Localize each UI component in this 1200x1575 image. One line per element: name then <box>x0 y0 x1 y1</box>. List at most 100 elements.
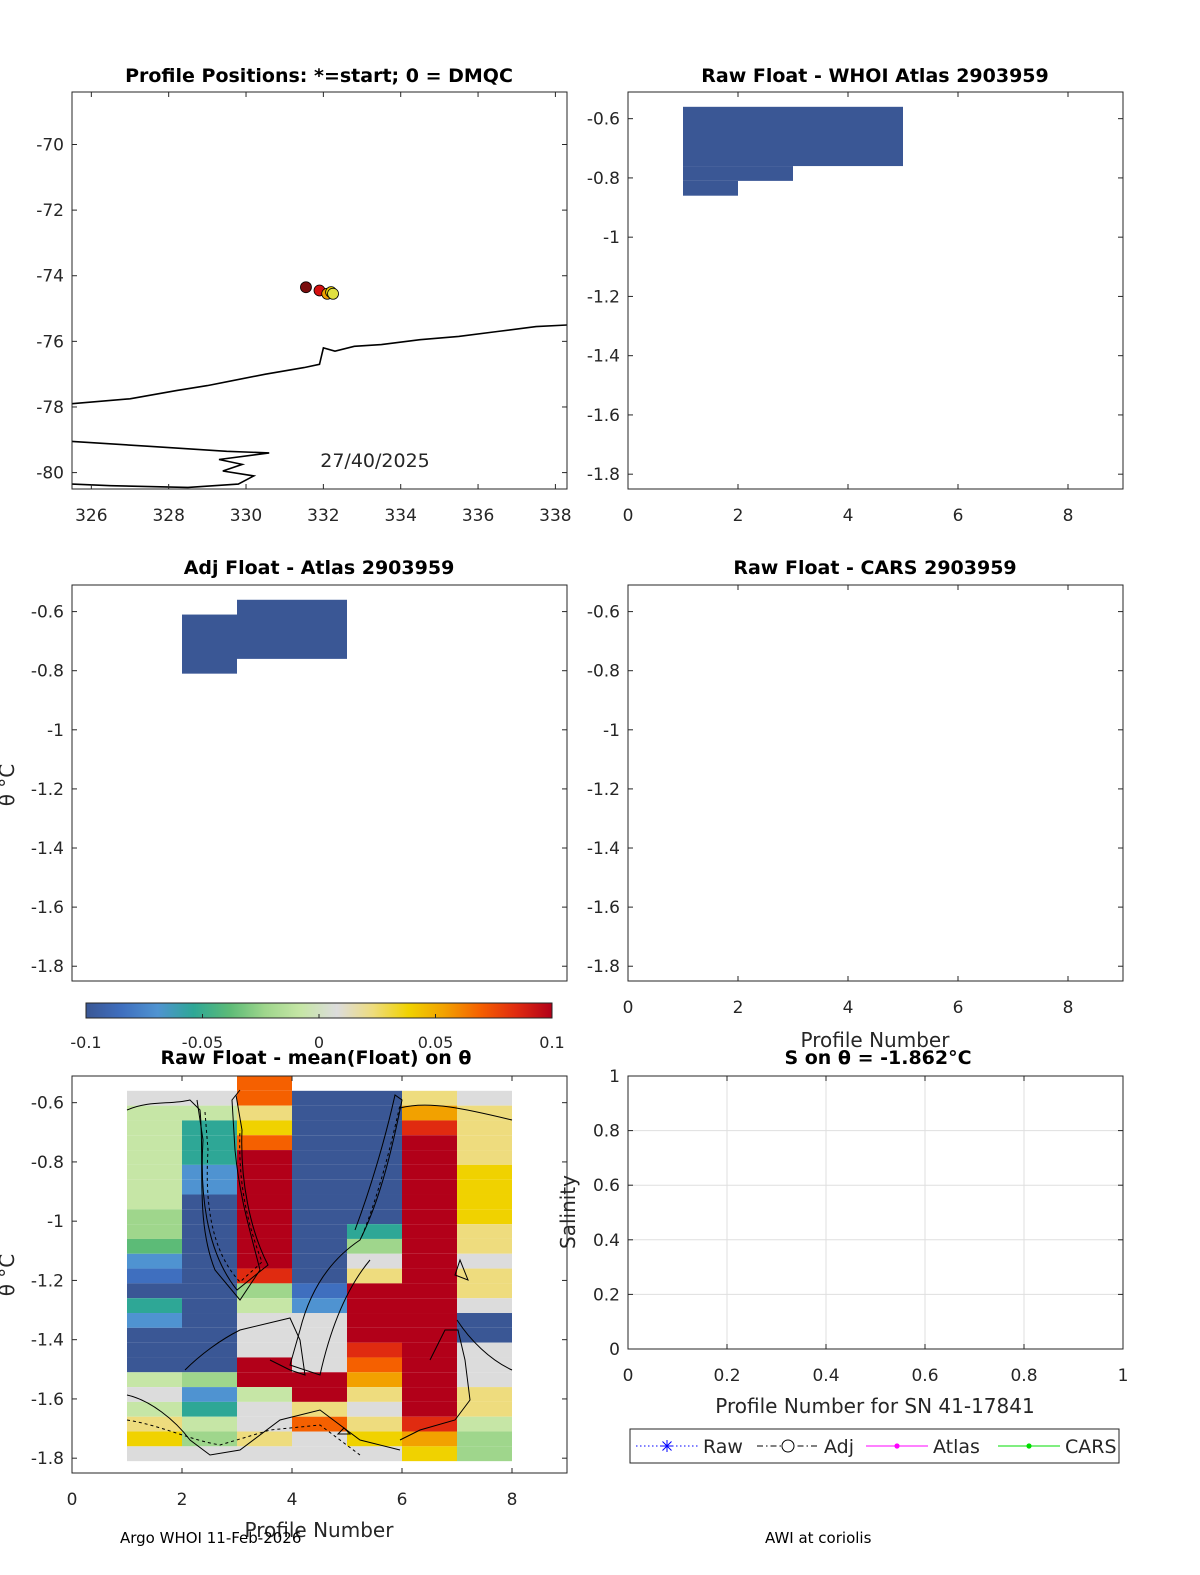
salinity-ylabel: Salinity <box>556 1175 580 1249</box>
positions-xtick-label: 326 <box>75 506 107 526</box>
anomaly-cell <box>292 1268 347 1284</box>
anomaly-cell <box>402 1179 457 1195</box>
anomaly-cell <box>237 1224 292 1239</box>
anomaly-panel: Raw Float - mean(Float) on θ 0 2 4 6 8 -0.6 <box>0 1047 568 1542</box>
positions-xtick-label: 330 <box>230 506 262 526</box>
anomaly-cell <box>237 1372 292 1388</box>
anomaly-cell <box>182 1253 237 1269</box>
colorbar-tick-label: -0.1 <box>70 1033 101 1052</box>
adj-atlas-cells <box>182 599 347 674</box>
anomaly-cell <box>182 1090 237 1106</box>
anomaly-cell <box>182 1105 237 1121</box>
anomaly-cell <box>182 1401 237 1417</box>
raw-whoi-axes-frame <box>627 91 1124 490</box>
anomaly-cell <box>402 1209 457 1225</box>
salinity-ytick-label: 0.6 <box>593 1176 620 1196</box>
anomaly-cell <box>347 1298 402 1314</box>
salinity-axes-frame <box>627 1075 1124 1350</box>
anomaly-cell <box>347 1253 402 1269</box>
legend-marker-dot <box>1026 1443 1032 1449</box>
anomaly-cell <box>127 1164 182 1180</box>
anomaly-cell <box>347 1313 402 1328</box>
anomaly-cell <box>237 1298 292 1314</box>
anomaly-cell <box>402 1238 457 1254</box>
raw-whoi-ytick-label: -1.2 <box>587 287 620 307</box>
anomaly-cell <box>237 1179 292 1195</box>
positions-xtick-label: 334 <box>384 506 416 526</box>
coastline <box>72 324 567 489</box>
anomaly-cell <box>292 1135 347 1151</box>
positions-ticks: 326 328 330 332 334 336 338 -70 -72 -74 -76 -78 -80 <box>36 92 572 526</box>
anomaly-cell <box>127 1179 182 1195</box>
profile-marker <box>327 287 339 300</box>
anomaly-cell <box>347 1327 402 1343</box>
raw-cars-xtick-label: 6 <box>953 998 964 1018</box>
anomaly-cell <box>182 1387 237 1402</box>
colorbar: -0.1 -0.05 0 0.05 0.1 <box>70 1002 565 1052</box>
anomaly-cell <box>237 1342 292 1358</box>
anomaly-cell <box>237 1253 292 1269</box>
anomaly-ytick-label: -1.6 <box>31 1390 64 1410</box>
anomaly-cell <box>347 1446 402 1462</box>
adj-atlas-ylabel: θ °C <box>0 764 19 807</box>
anomaly-xtick-label: 0 <box>67 1490 78 1510</box>
anomaly-cell <box>457 1446 512 1462</box>
anomaly-ytick-label: -0.8 <box>31 1153 64 1173</box>
anomaly-cell <box>402 1298 457 1314</box>
anomaly-cell <box>457 1357 512 1373</box>
anomaly-cell <box>292 1372 347 1388</box>
anomaly-xtick-label: 4 <box>287 1490 298 1510</box>
anomaly-cell <box>182 1283 237 1299</box>
anomaly-ylabel: θ °C <box>0 1254 19 1297</box>
anomaly-cell <box>237 1238 292 1254</box>
anomaly-cell <box>402 1327 457 1343</box>
salinity-xtick-label: 0.2 <box>713 1366 740 1386</box>
anomaly-cell <box>127 1372 182 1388</box>
anomaly-xtick-label: 8 <box>507 1490 518 1510</box>
positions-xtick-label: 332 <box>307 506 339 526</box>
salinity-legend: Raw Adj Atlas CARS <box>629 1428 1120 1464</box>
anomaly-cell <box>347 1283 402 1299</box>
raw-whoi-title: Raw Float - WHOI Atlas 2903959 <box>701 65 1048 87</box>
anomaly-cell <box>457 1298 512 1314</box>
anomaly-cell <box>402 1342 457 1358</box>
anomaly-cell <box>292 1179 347 1195</box>
anomaly-cell <box>237 1446 292 1462</box>
anomaly-cell <box>127 1431 182 1447</box>
raw-whoi-cell <box>683 180 738 196</box>
legend-marker-star <box>661 1440 673 1452</box>
anomaly-cell <box>402 1431 457 1447</box>
raw-whoi-cell <box>683 166 793 181</box>
salinity-ytick-label: 0 <box>609 1340 620 1360</box>
anomaly-cell <box>237 1416 292 1432</box>
anomaly-cell <box>237 1283 292 1299</box>
anomaly-cell <box>402 1446 457 1462</box>
anomaly-ytick-label: -0.6 <box>31 1094 64 1114</box>
legend-marker-dot <box>894 1443 900 1449</box>
anomaly-cell <box>347 1342 402 1358</box>
adj-atlas-ytick-label: -0.8 <box>31 662 64 682</box>
anomaly-cell <box>457 1372 512 1388</box>
anomaly-cell <box>237 1387 292 1402</box>
anomaly-cell <box>292 1313 347 1328</box>
raw-cars-xlabel: Profile Number <box>801 1028 951 1052</box>
anomaly-xtick-label: 6 <box>397 1490 408 1510</box>
anomaly-cell <box>457 1164 512 1180</box>
anomaly-cell <box>457 1268 512 1284</box>
anomaly-cell <box>457 1135 512 1151</box>
anomaly-cell <box>292 1105 347 1121</box>
anomaly-cell <box>347 1179 402 1195</box>
anomaly-cell <box>127 1238 182 1254</box>
anomaly-cell <box>182 1164 237 1180</box>
anomaly-cell <box>182 1357 237 1373</box>
anomaly-cell <box>237 1120 292 1136</box>
adj-atlas-panel: Adj Float - Atlas 2903959 -0.6 -0.8 -1 -1.2… <box>0 557 568 982</box>
anomaly-cell <box>292 1150 347 1165</box>
legend-label: Adj <box>824 1436 854 1458</box>
anomaly-cell <box>292 1357 347 1373</box>
salinity-ytick-label: 0.2 <box>593 1285 620 1305</box>
anomaly-cell <box>402 1253 457 1269</box>
raw-whoi-ytick-label: -1.4 <box>587 347 620 367</box>
anomaly-cell <box>127 1416 182 1432</box>
anomaly-cell <box>292 1283 347 1299</box>
